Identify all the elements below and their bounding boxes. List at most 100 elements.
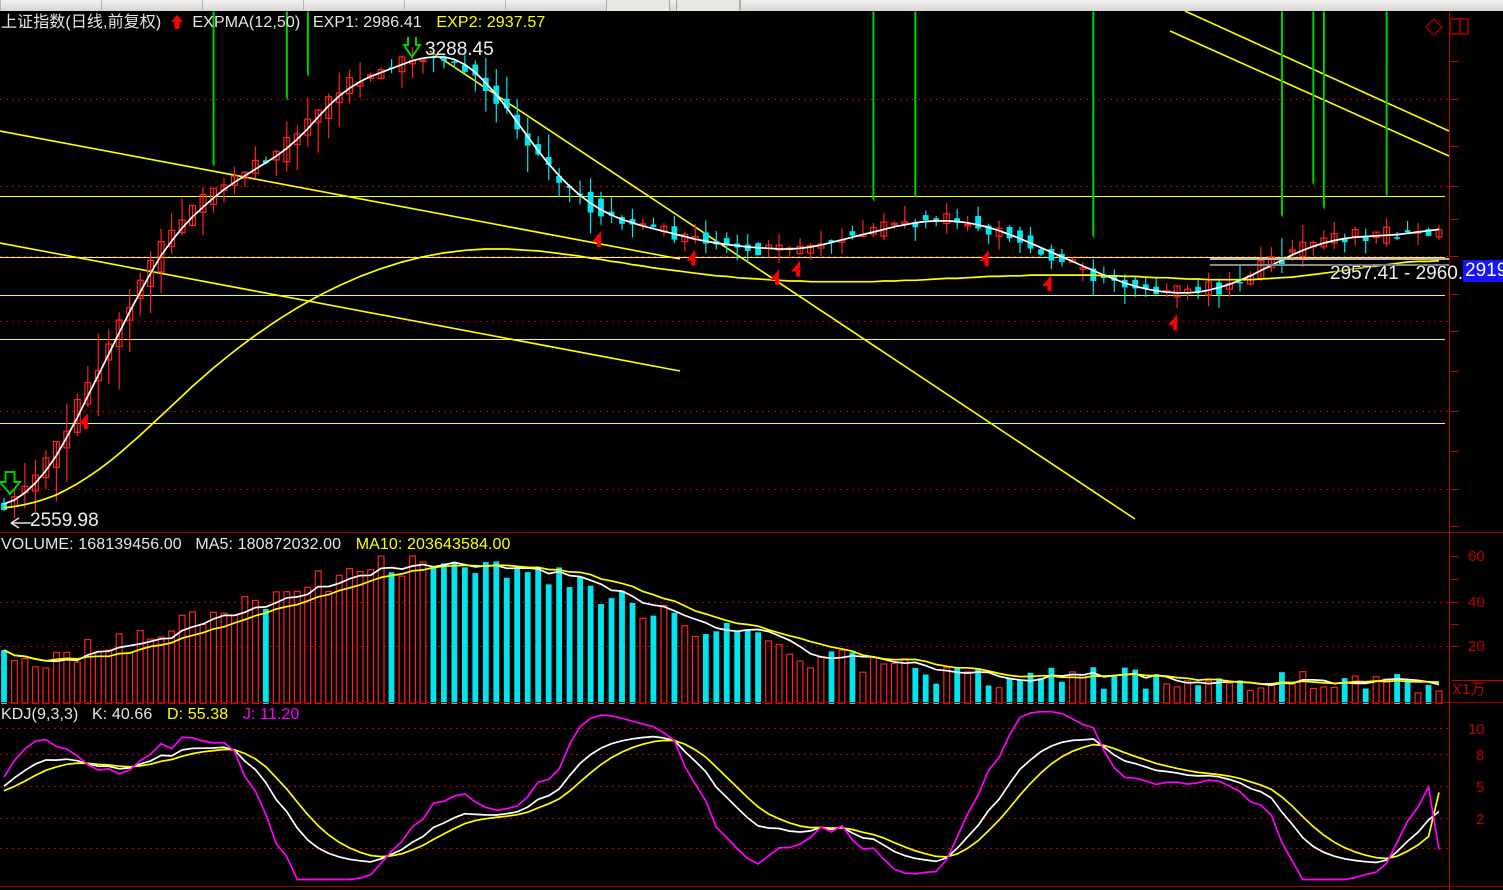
toolbar-cell-4[interactable] bbox=[303, 0, 405, 10]
volume-legend: VOLUME: 168139456.00 MA5: 180872032.00 M… bbox=[1, 537, 511, 553]
kdj-k-label: K: 40.66 bbox=[92, 706, 153, 723]
red-up-arrow-icon bbox=[170, 15, 183, 29]
price-axis-tick bbox=[1450, 294, 1459, 295]
high-price-label: 3288.45 bbox=[425, 39, 494, 60]
price-axis-tick bbox=[1450, 99, 1459, 100]
kdj-j-label: J: 11.20 bbox=[242, 706, 300, 723]
kdj-k-line bbox=[3, 735, 1440, 864]
panel-separator-volume-kdj bbox=[0, 702, 1503, 703]
price-axis-tick bbox=[1450, 146, 1459, 147]
exp2-line bbox=[3, 248, 1440, 509]
signal-markers bbox=[0, 11, 1388, 496]
volume-chart-canvas[interactable] bbox=[0, 534, 1449, 704]
kdj-axis-label: 8 bbox=[1476, 747, 1485, 764]
volume-ma10-line bbox=[3, 564, 1440, 685]
price-chart-panel[interactable]: 3288.45 2559.98 2957.41 - 2960.8 2919 上证… bbox=[0, 11, 1503, 534]
kdj-gridline bbox=[0, 848, 1449, 849]
volume-axis-tick bbox=[1450, 602, 1459, 603]
volume-axis-label: 20 bbox=[1468, 638, 1485, 655]
window-bottom-border bbox=[0, 886, 1503, 887]
volume-ma5-label: MA5: 180872032.00 bbox=[195, 536, 342, 553]
indicator-label: EXPMA(12,50) bbox=[192, 13, 301, 31]
toolbar-cell-rest[interactable] bbox=[740, 0, 1503, 10]
volume-axis-tick bbox=[1450, 646, 1459, 647]
toolbar-cell-5[interactable] bbox=[404, 0, 506, 10]
volume-axis-tick bbox=[1450, 579, 1459, 580]
kdj-axis-label: 2 bbox=[1476, 811, 1485, 828]
cursor-price-line-2 bbox=[1210, 264, 1449, 266]
low-price-label: 2559.98 bbox=[30, 510, 99, 531]
price-axis-tick bbox=[1450, 489, 1459, 490]
price-axis-tick bbox=[1450, 371, 1459, 372]
toolbar-cell-1[interactable] bbox=[0, 0, 102, 10]
volume-axis-label: 40 bbox=[1468, 594, 1485, 611]
kdj-j-line bbox=[3, 710, 1440, 881]
price-gridline bbox=[0, 321, 1449, 322]
toolbar-button-a[interactable] bbox=[606, 0, 670, 11]
price-axis-tick bbox=[1450, 256, 1459, 257]
price-axis-tick bbox=[1450, 411, 1459, 412]
level-line bbox=[0, 423, 1445, 424]
kdj-d-label: D: 55.38 bbox=[166, 706, 229, 723]
volume-chart-panel[interactable]: 60 40 20 X1万 VOLUME: 168139456.00 MA5: 1… bbox=[0, 534, 1503, 704]
panel-separator-price-volume bbox=[0, 532, 1503, 533]
kdj-axis-label: 10 bbox=[1468, 721, 1485, 738]
volume-axis-separator bbox=[1449, 534, 1450, 704]
kdj-axis-separator bbox=[1449, 704, 1450, 890]
price-axis-tick bbox=[1450, 451, 1459, 452]
kdj-axis-label: 5 bbox=[1476, 779, 1485, 796]
kdj-title: KDJ(9,3,3) bbox=[1, 706, 79, 723]
level-line bbox=[0, 196, 1445, 197]
toolbar-cell-3[interactable] bbox=[202, 0, 304, 10]
level-line bbox=[0, 295, 1445, 296]
low-marker-arrow-icon bbox=[10, 517, 33, 529]
diamond-icon[interactable] bbox=[1424, 17, 1444, 37]
kdj-gridline bbox=[0, 728, 1449, 729]
price-gridline bbox=[0, 489, 1449, 490]
candlestick-series bbox=[1, 44, 1443, 519]
toolbar-button-b[interactable] bbox=[676, 0, 740, 11]
price-chart-canvas[interactable] bbox=[0, 11, 1449, 534]
exp2-label: EXP2: 2937.57 bbox=[436, 13, 546, 31]
price-axis-tick bbox=[1450, 331, 1459, 332]
volume-title: VOLUME: 168139456.00 bbox=[1, 536, 182, 553]
trend-channel-lines bbox=[0, 11, 1449, 520]
price-axis-tick bbox=[1450, 526, 1459, 527]
price-axis-tick bbox=[1450, 219, 1459, 220]
symbol-label: 上证指数(日线,前复权) bbox=[1, 13, 162, 31]
toolbar-cell-2[interactable] bbox=[101, 0, 203, 10]
exp1-line bbox=[3, 55, 1440, 505]
kdj-legend: KDJ(9,3,3) K: 40.66 D: 55.38 J: 11.20 bbox=[1, 707, 299, 723]
kdj-chart-canvas[interactable] bbox=[0, 704, 1449, 890]
price-axis-tick bbox=[1450, 186, 1459, 187]
volume-gridline bbox=[0, 602, 1449, 603]
volume-unit-label: X1万 bbox=[1452, 680, 1503, 697]
cursor-price-line bbox=[1210, 258, 1449, 260]
price-axis-separator bbox=[1449, 11, 1450, 534]
volume-axis-tick bbox=[1450, 624, 1459, 625]
volume-ma5-line bbox=[3, 561, 1440, 687]
price-gridline bbox=[0, 186, 1449, 187]
price-axis-tick bbox=[1450, 61, 1459, 62]
level-line bbox=[0, 339, 1445, 340]
kdj-gridline bbox=[0, 818, 1449, 819]
kdj-d-line bbox=[3, 739, 1440, 860]
price-gridline bbox=[0, 99, 1449, 100]
volume-axis-tick bbox=[1450, 556, 1459, 557]
volume-axis-label: 60 bbox=[1468, 548, 1485, 565]
price-gridline bbox=[0, 411, 1449, 412]
split-window-icon[interactable] bbox=[1449, 17, 1471, 37]
volume-ma10-label: MA10: 203643584.00 bbox=[355, 536, 511, 553]
kdj-gridline bbox=[0, 786, 1449, 787]
price-gridline bbox=[0, 256, 1449, 257]
kdj-gridline bbox=[0, 754, 1449, 755]
toolbar-cell-6[interactable] bbox=[505, 0, 607, 10]
kdj-chart-panel[interactable]: 10 8 5 2 KDJ(9,3,3) K: 40.66 D: 55.38 J:… bbox=[0, 704, 1503, 890]
level-line bbox=[0, 257, 1445, 258]
right-axis-price-tag: 2919 bbox=[1463, 260, 1503, 282]
high-marker-arrow-icon bbox=[402, 37, 422, 59]
exp1-label: EXP1: 2986.41 bbox=[312, 13, 422, 31]
cursor-price-label: 2957.41 - 2960.8 bbox=[1330, 263, 1474, 284]
price-legend: 上证指数(日线,前复权) EXPMA(12,50) EXP1: 2986.41 … bbox=[1, 14, 545, 31]
